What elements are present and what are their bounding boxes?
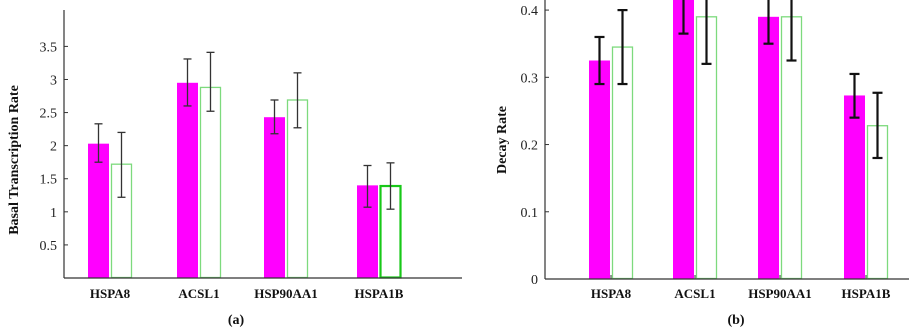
panel-b-label: (b) — [727, 313, 744, 328]
bar-filled — [673, 0, 694, 280]
y-tick-label: 0.4 — [521, 4, 539, 19]
category-label: HSPA8 — [90, 286, 131, 301]
error-bar — [363, 164, 372, 208]
bar-filled — [264, 117, 285, 278]
error-bar — [206, 51, 215, 112]
panel-b-axes — [544, 0, 909, 280]
error-bar — [786, 0, 797, 62]
category-label: ACSL1 — [178, 286, 219, 301]
category-label: HSPA1B — [842, 286, 891, 301]
error-bar — [94, 123, 103, 163]
category-label: HSPA8 — [591, 286, 632, 301]
bar-filled — [844, 95, 865, 279]
panel-b-error-bars — [594, 0, 883, 160]
y-tick-label: 1 — [50, 206, 57, 221]
bar-filled — [357, 185, 378, 278]
y-tick-label: 0.2 — [521, 139, 539, 154]
panel-a-axes — [63, 10, 462, 279]
chart-panel-b: Decay Rate 0 0.1 0.2 0.3 0.4 HSPA8 ACSL1 HSP90… — [495, 0, 909, 328]
panel-b-category-labels: HSPA8 ACSL1 HSP90AA1 HSPA1B — [591, 286, 891, 301]
error-bar — [270, 99, 279, 135]
panel-a-y-ticks: 0.5 1 1.5 2 2.5 3 3.5 — [40, 40, 68, 254]
category-label: HSP90AA1 — [254, 286, 318, 301]
y-tick-label: 2.5 — [40, 107, 58, 122]
panel-b-bars — [589, 0, 889, 280]
error-bar — [678, 0, 689, 35]
y-tick-label: 3.5 — [40, 40, 58, 55]
category-label: ACSL1 — [674, 286, 715, 301]
error-bar — [849, 72, 860, 119]
error-bar — [701, 0, 712, 65]
panel-b-y-axis-label: Decay Rate — [495, 106, 510, 174]
bar-filled — [88, 143, 109, 278]
panel-b-y-ticks: 0 0.1 0.2 0.3 0.4 — [521, 4, 549, 288]
panel-a-bars — [88, 82, 402, 279]
error-bar — [763, 0, 774, 45]
panel-a-y-axis-label: Basal Transcription Rate — [7, 85, 22, 235]
error-bar — [617, 8, 628, 86]
bar-filled — [758, 16, 779, 280]
panel-a-label: (a) — [228, 313, 245, 328]
category-label: HSP90AA1 — [748, 286, 812, 301]
error-bar — [117, 131, 126, 198]
error-bar — [872, 91, 883, 160]
error-bar — [594, 35, 605, 86]
chart-panel-a: Basal Transcription Rate 0.5 1 1.5 2 2.5 3 3.5… — [7, 10, 462, 328]
y-tick-label: 0.1 — [521, 206, 539, 221]
y-tick-label: 0.5 — [40, 239, 58, 254]
y-tick-label: 3 — [50, 73, 57, 88]
panel-a-category-labels: HSPA8 ACSL1 HSP90AA1 HSPA1B — [90, 286, 404, 301]
y-tick-label: 1.5 — [40, 173, 58, 188]
error-bar — [386, 162, 395, 210]
y-tick-label: 0 — [531, 273, 538, 288]
y-tick-label: 0.3 — [521, 71, 539, 86]
error-bar — [293, 72, 302, 129]
bar-filled — [177, 82, 198, 278]
error-bar — [183, 58, 192, 107]
bar-filled — [589, 60, 610, 279]
bar-outline — [199, 86, 222, 279]
y-tick-label: 2 — [50, 140, 57, 155]
category-label: HSPA1B — [355, 286, 404, 301]
panel-a-error-bars — [94, 51, 395, 210]
